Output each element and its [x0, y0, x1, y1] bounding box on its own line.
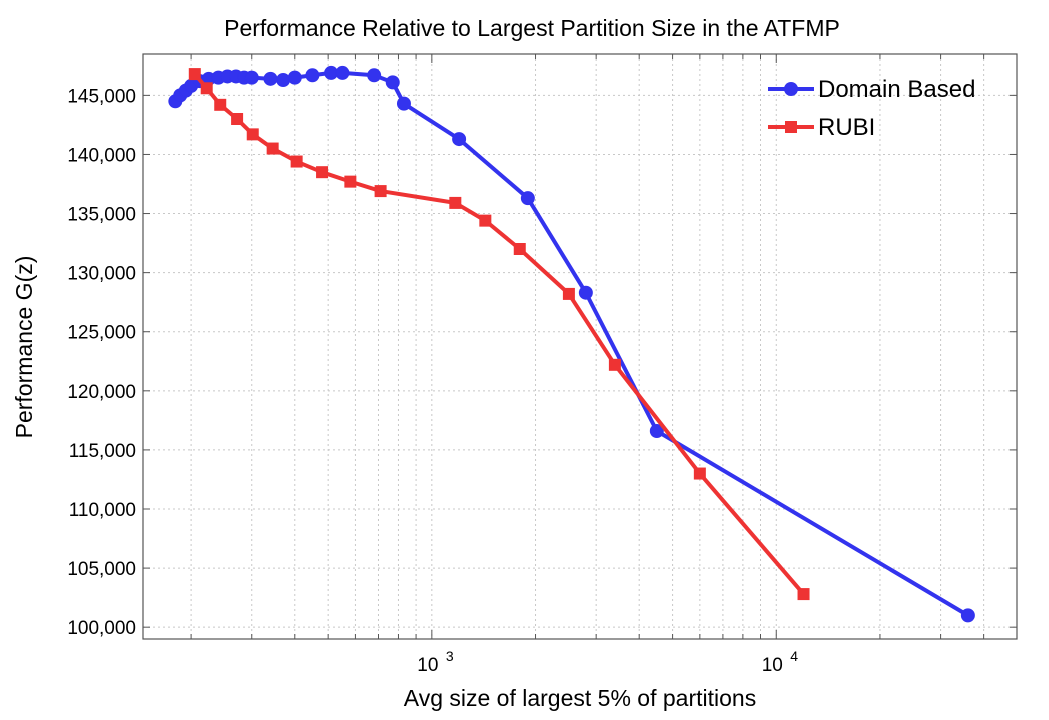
x-tick-label: 10: [417, 655, 438, 676]
data-point: [305, 68, 320, 83]
x-tick-label: 10: [762, 655, 783, 676]
data-point: [608, 358, 621, 371]
data-point: [649, 424, 664, 438]
x-tick-label-exponent: 4: [790, 648, 798, 664]
data-point: [316, 166, 329, 179]
y-tick-label: 105,000: [67, 559, 136, 580]
x-tick-label-exponent: 3: [446, 648, 454, 664]
series-layer: [168, 65, 975, 623]
data-point: [287, 70, 302, 85]
data-point: [693, 467, 706, 480]
series-line: [193, 72, 806, 596]
data-point: [449, 196, 462, 209]
data-point: [396, 96, 411, 111]
y-axis-label: Performance G(z): [11, 256, 37, 439]
data-point: [266, 142, 279, 155]
data-point: [335, 65, 350, 80]
legend-marker: [784, 82, 798, 96]
y-tick-label: 100,000: [67, 618, 136, 639]
y-tick-label: 125,000: [67, 323, 136, 344]
legend-label: RUBI: [818, 114, 875, 141]
data-point: [960, 608, 975, 623]
data-point: [244, 70, 259, 85]
data-point: [231, 113, 244, 125]
y-tick-label: 140,000: [67, 145, 136, 166]
data-point: [276, 73, 291, 87]
data-point: [188, 68, 201, 81]
series-1: [188, 68, 810, 601]
legend-label: Domain Based: [818, 76, 975, 103]
y-tick-label: 135,000: [67, 205, 136, 226]
data-point: [520, 191, 535, 206]
x-axis-label: Avg size of largest 5% of partitions: [404, 685, 756, 711]
legend: Domain Based RUBI: [768, 76, 975, 141]
data-point: [578, 285, 593, 300]
y-tick-label: 120,000: [67, 382, 136, 403]
chart-title: Performance Relative to Largest Partitio…: [224, 15, 840, 41]
grid: [143, 54, 1018, 639]
data-point: [367, 68, 382, 83]
x-axis: 10 3 10 4: [190, 54, 1018, 676]
y-tick-label: 110,000: [69, 500, 136, 521]
data-point: [374, 185, 387, 198]
data-point: [797, 588, 810, 601]
data-point: [200, 82, 213, 95]
data-point: [246, 128, 259, 141]
plot-frame: [142, 53, 1018, 640]
data-point: [263, 71, 278, 86]
data-point: [290, 155, 303, 168]
legend-item: RUBI: [768, 114, 875, 141]
data-point: [479, 214, 492, 227]
data-point: [344, 175, 357, 188]
data-point: [452, 132, 467, 147]
data-point: [562, 287, 575, 300]
data-point: [513, 243, 526, 255]
legend-marker: [785, 121, 797, 133]
y-tick-label: 145,000: [67, 86, 136, 107]
series-0: [168, 65, 975, 623]
data-point: [385, 75, 400, 90]
y-tick-label: 130,000: [67, 264, 136, 285]
y-axis: 100,000 105,000 110,000 115,000 120,000 125,0…: [67, 86, 1017, 639]
y-tick-label: 115,000: [69, 441, 136, 462]
legend-item: Domain Based: [768, 76, 975, 103]
data-point: [214, 98, 227, 111]
